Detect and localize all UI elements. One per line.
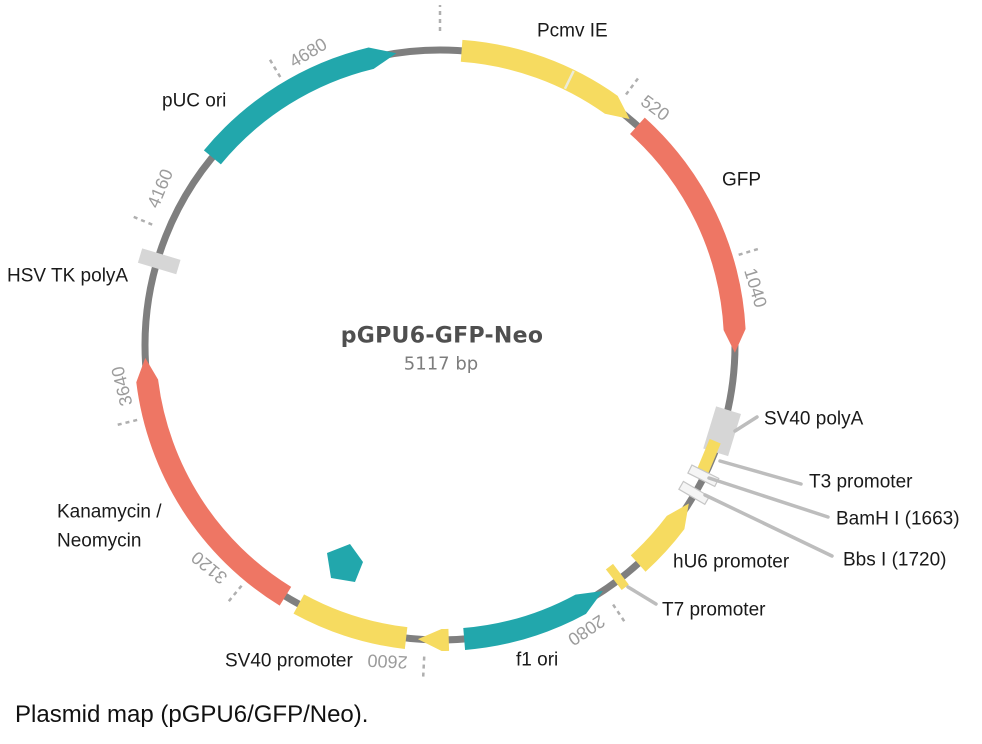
site-hsv-polya-box [137, 248, 181, 275]
figure-caption: Plasmid map (pGPU6/GFP/Neo). [15, 701, 369, 728]
tick-label-2600: 2600 [367, 650, 408, 672]
tick-mark-2080 [612, 603, 628, 626]
feature-sv40-arrowhead [417, 628, 450, 651]
label-neomycin-line: Neomycin [57, 531, 141, 552]
leader-bbs [703, 493, 834, 558]
feature-gfp [630, 117, 746, 353]
feature-puc-ori [203, 47, 397, 165]
tick-mark-2600 [421, 656, 426, 681]
label-bbs-i: Bbs I (1720) [843, 550, 947, 571]
leader-t3 [718, 459, 803, 486]
tick-mark-520 [625, 74, 642, 96]
leader-t7 [626, 585, 658, 606]
label-t7-promoter: T7 promoter [662, 600, 766, 621]
label-hu6-promoter: hU6 promoter [673, 552, 790, 573]
feature-sv40-promoter [293, 594, 408, 649]
tick-mark-1040 [738, 246, 763, 257]
feature-pcmv-ie [460, 39, 630, 120]
label-f1-ori: f1 ori [516, 650, 558, 671]
leader-sv40-polya [733, 415, 759, 433]
label-bamh-i: BamH I (1663) [836, 509, 960, 530]
feature-kan-neo [136, 357, 292, 606]
label-puc-ori: pUC ori [162, 91, 226, 112]
feature-pcmv-ie-divider [563, 70, 575, 90]
site-t7-band [605, 563, 629, 591]
label-gfp: GFP [722, 170, 761, 191]
tick-mark-3640 [113, 418, 138, 427]
label-kanamycin-line: Kanamycin / [57, 502, 162, 523]
label-t3-promoter: T3 promoter [809, 472, 913, 493]
site-t3-band [696, 438, 721, 475]
label-pcmv-ie: Pcmv IE [537, 21, 608, 42]
label-sv40-promoter: SV40 promoter [225, 651, 353, 672]
tick-label-520: 520 [637, 91, 673, 125]
tick-mark-4160 [129, 214, 153, 226]
site-bbs-site [678, 480, 711, 506]
tick-label-3640: 3640 [107, 364, 136, 408]
feature-f1-ori [463, 591, 603, 650]
plasmid-size-label: 5117 bp [403, 353, 479, 375]
label-sv40-polya: SV40 polyA [764, 409, 864, 430]
tick-label-4160: 4160 [143, 166, 177, 211]
leader-bamh [707, 476, 830, 519]
tick-mark-4680 [266, 55, 282, 78]
plasmid-title: pGPU6-GFP-Neo [340, 323, 544, 349]
feature-hu6-promoter [630, 503, 689, 572]
marker-pentagon [327, 544, 363, 582]
label-hsv-tk-polya: HSV TK polyA [7, 266, 128, 287]
tick-mark-3120 [225, 584, 243, 606]
tick-label-1040: 1040 [740, 266, 771, 310]
